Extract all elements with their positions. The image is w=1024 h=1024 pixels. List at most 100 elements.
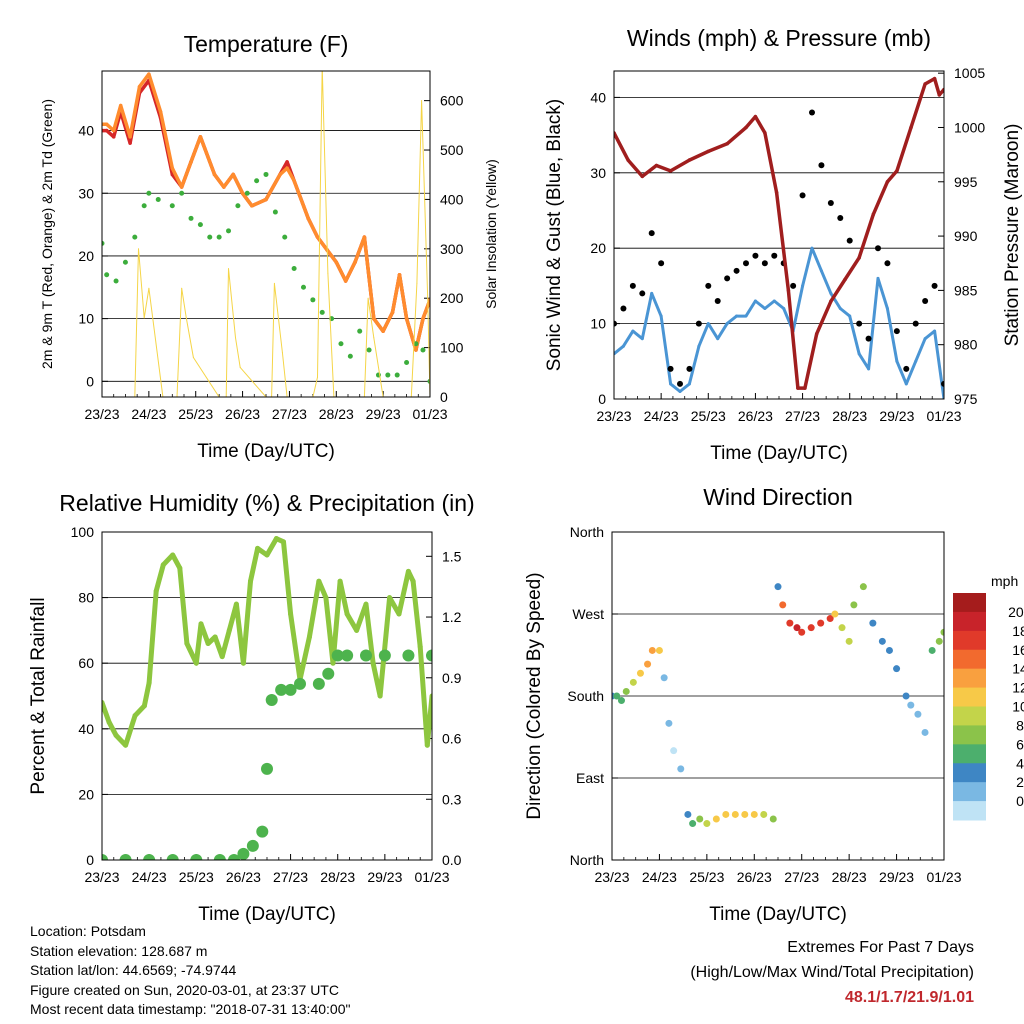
data-point [914, 359, 918, 363]
data-point [102, 240, 105, 246]
data-point [190, 854, 203, 860]
data-point [216, 234, 222, 240]
data-point [291, 265, 297, 271]
x-tick-label: 27/23 [784, 869, 819, 885]
data-point [231, 172, 235, 177]
data-point [670, 747, 678, 755]
data-point [322, 66, 323, 67]
data-point [119, 854, 132, 860]
data-point [264, 197, 268, 202]
data-point [667, 365, 674, 372]
data-point [146, 190, 152, 196]
data-point [372, 316, 376, 321]
data-point [207, 234, 213, 240]
data-point [912, 320, 919, 327]
data-point [621, 344, 625, 348]
data-point [213, 854, 226, 860]
data-point [644, 660, 652, 668]
data-point [132, 713, 138, 719]
data-point [405, 568, 411, 574]
data-point [744, 314, 748, 318]
data-point [763, 307, 767, 311]
y-tick-label: 100 [71, 524, 95, 540]
data-point [148, 287, 150, 289]
data-point [113, 732, 119, 738]
station-elevation: Station elevation: 128.687 m [30, 942, 208, 959]
data-point [118, 103, 123, 108]
plot-area [102, 66, 430, 397]
colorbar-swatch [953, 725, 986, 745]
data-point [712, 815, 720, 823]
colorbar-swatch [953, 801, 986, 821]
data-point [281, 352, 283, 354]
series-humidity-1 [102, 649, 432, 860]
data-point [285, 160, 289, 164]
data-point [111, 128, 116, 133]
y2-tick-label: 0.9 [442, 670, 462, 686]
data-point [660, 674, 668, 682]
y-tick-label: 60 [78, 655, 94, 671]
y2-tick-label: 0.6 [442, 731, 462, 747]
colorbar-swatch [953, 649, 986, 670]
x-axis-label: Time (Day/UTC) [197, 441, 335, 462]
data-point [424, 742, 430, 748]
data-point [937, 93, 942, 97]
x-tick-label: 25/23 [179, 869, 214, 885]
data-point [370, 660, 376, 666]
data-point [404, 316, 409, 321]
data-point [845, 637, 853, 645]
data-point [404, 360, 410, 366]
data-point [278, 172, 282, 177]
data-point [337, 578, 343, 584]
data-point [617, 697, 625, 705]
data-point [323, 595, 329, 601]
data-point [801, 284, 805, 288]
data-point [857, 256, 861, 260]
data-point [212, 634, 218, 640]
data-point [848, 314, 852, 318]
y2-tick-label: 990 [954, 228, 978, 244]
data-point [869, 619, 877, 627]
data-point [104, 272, 110, 278]
data-point [275, 683, 288, 696]
x-tick-label: 01/23 [926, 408, 961, 424]
station-location: Location: Potsdam [30, 923, 146, 939]
x-tick-label: 01/23 [926, 869, 961, 885]
data-point [810, 246, 814, 250]
colorbar-label: 2 [1016, 774, 1024, 790]
data-point [731, 810, 739, 818]
data-point [282, 234, 288, 240]
x-tick-label: 29/23 [879, 869, 914, 885]
data-point [367, 297, 369, 299]
data-point [677, 380, 683, 387]
y2-tick-label: 1000 [954, 119, 985, 135]
data-point [233, 601, 239, 607]
data-point [865, 335, 872, 342]
data-point [850, 601, 858, 609]
y-tick-label: 0 [598, 391, 606, 407]
y-tick-label: South [567, 688, 604, 704]
data-point [146, 680, 152, 686]
data-point [933, 329, 937, 333]
y-tick-label: 10 [590, 316, 606, 332]
data-point [188, 215, 194, 221]
y2-tick-label: 1.2 [442, 609, 462, 625]
x-tick-label: 23/23 [84, 406, 119, 422]
data-point [363, 601, 369, 607]
data-point [782, 307, 786, 311]
x-axis-label: Time (Day/UTC) [198, 904, 336, 925]
x-tick-label: 28/23 [832, 408, 867, 424]
series-humidity-0 [102, 536, 432, 748]
data-point [654, 163, 659, 168]
data-point [184, 641, 190, 647]
data-point [640, 337, 644, 341]
x-tick-label: 26/23 [737, 869, 772, 885]
data-point [169, 203, 175, 209]
data-point [622, 687, 630, 695]
data-point [639, 290, 646, 297]
colorbar-label: 0 [1016, 793, 1024, 809]
extremes-title: Extremes For Past 7 Days [787, 939, 974, 956]
data-point [387, 595, 393, 601]
data-point [790, 282, 797, 289]
data-point [160, 562, 166, 568]
